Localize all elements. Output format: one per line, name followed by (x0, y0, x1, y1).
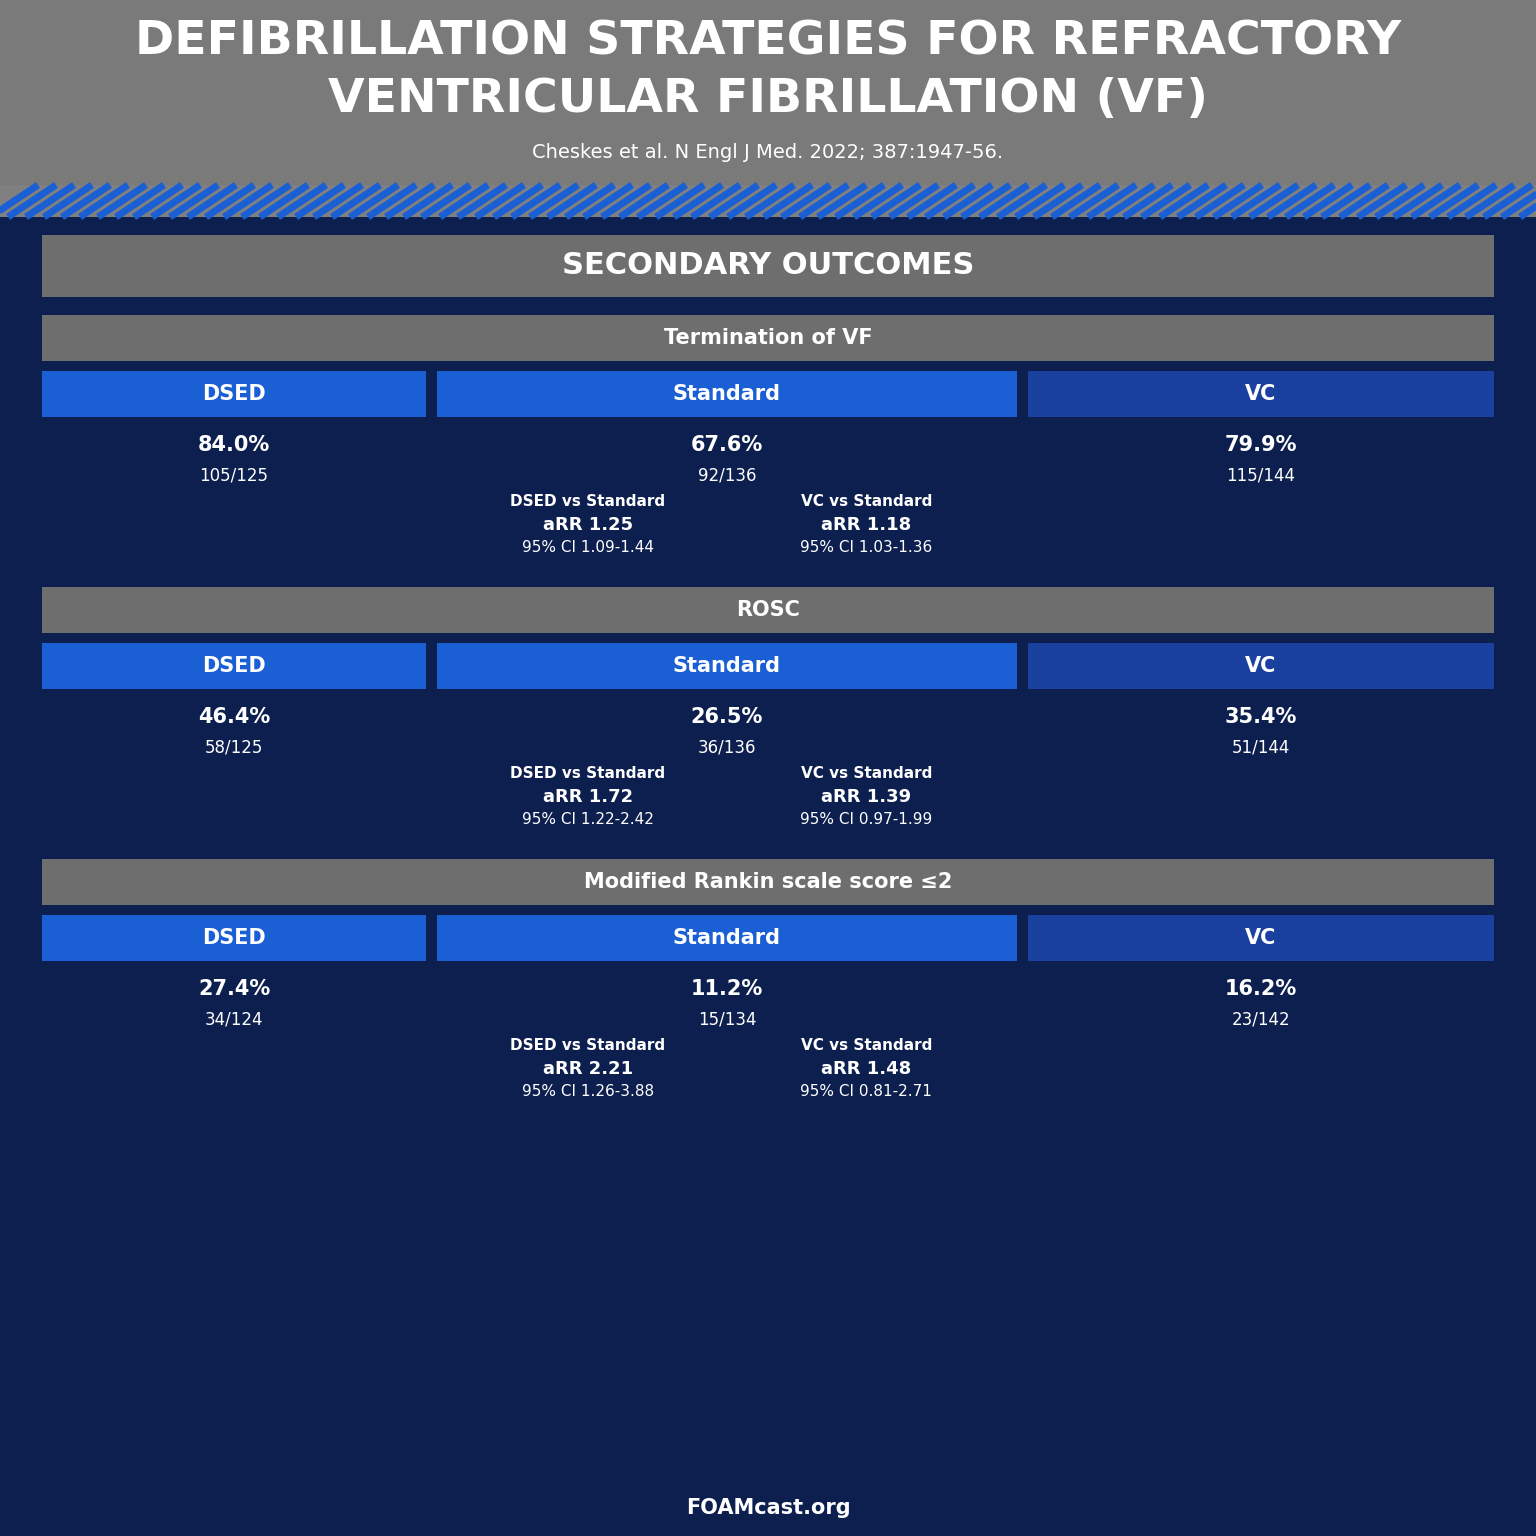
Text: 23/142: 23/142 (1232, 1011, 1290, 1028)
Text: SECONDARY OUTCOMES: SECONDARY OUTCOMES (562, 252, 974, 281)
Text: 27.4%: 27.4% (198, 978, 270, 998)
Text: 67.6%: 67.6% (691, 435, 763, 455)
Bar (1028, 915, 1495, 962)
Text: VC vs Standard: VC vs Standard (800, 493, 932, 508)
Text: 95% CI 0.97-1.99: 95% CI 0.97-1.99 (800, 811, 932, 826)
Text: DSED: DSED (203, 656, 266, 676)
Text: DSED vs Standard: DSED vs Standard (510, 765, 665, 780)
Bar (41, 644, 425, 690)
Bar (438, 915, 1017, 962)
Text: 58/125: 58/125 (204, 737, 263, 756)
Text: 105/125: 105/125 (200, 465, 269, 484)
Text: VENTRICULAR FIBRILLATION (VF): VENTRICULAR FIBRILLATION (VF) (329, 77, 1207, 123)
Text: Modified Rankin scale score ≤2: Modified Rankin scale score ≤2 (584, 872, 952, 892)
Text: DSED: DSED (203, 384, 266, 404)
Text: aRR 1.72: aRR 1.72 (542, 788, 633, 806)
Text: Standard: Standard (673, 656, 780, 676)
Text: Standard: Standard (673, 928, 780, 948)
Bar (0, 0, 1536, 184)
Text: VC: VC (1246, 384, 1276, 404)
Text: Termination of VF: Termination of VF (664, 329, 872, 349)
Text: 95% CI 1.09-1.44: 95% CI 1.09-1.44 (522, 539, 654, 554)
Text: DSED vs Standard: DSED vs Standard (510, 493, 665, 508)
Text: aRR 2.21: aRR 2.21 (542, 1060, 633, 1078)
Text: Cheskes et al. N Engl J Med. 2022; 387:1947-56.: Cheskes et al. N Engl J Med. 2022; 387:1… (533, 143, 1003, 161)
Text: FOAMcast.org: FOAMcast.org (685, 1498, 851, 1518)
Text: 26.5%: 26.5% (691, 707, 763, 727)
Text: aRR 1.25: aRR 1.25 (542, 516, 633, 535)
Text: 95% CI 1.03-1.36: 95% CI 1.03-1.36 (800, 539, 932, 554)
Text: 84.0%: 84.0% (198, 435, 270, 455)
Bar (0, 184, 1536, 217)
Bar (41, 915, 425, 962)
Text: 16.2%: 16.2% (1224, 978, 1296, 998)
Text: ROSC: ROSC (736, 601, 800, 621)
Text: 46.4%: 46.4% (198, 707, 270, 727)
Bar (1028, 372, 1495, 416)
Text: 36/136: 36/136 (697, 737, 756, 756)
Bar (41, 315, 1495, 361)
Text: 35.4%: 35.4% (1224, 707, 1298, 727)
Text: 92/136: 92/136 (697, 465, 756, 484)
Text: 95% CI 1.26-3.88: 95% CI 1.26-3.88 (522, 1083, 654, 1098)
Text: VC: VC (1246, 656, 1276, 676)
Text: DSED vs Standard: DSED vs Standard (510, 1037, 665, 1052)
Bar (438, 372, 1017, 416)
Text: 51/144: 51/144 (1232, 737, 1290, 756)
Text: aRR 1.18: aRR 1.18 (822, 516, 911, 535)
Bar (41, 859, 1495, 905)
Text: aRR 1.48: aRR 1.48 (822, 1060, 911, 1078)
Text: 79.9%: 79.9% (1224, 435, 1298, 455)
Bar (1028, 644, 1495, 690)
Text: 95% CI 1.22-2.42: 95% CI 1.22-2.42 (522, 811, 654, 826)
Text: 11.2%: 11.2% (691, 978, 763, 998)
Text: 34/124: 34/124 (204, 1011, 263, 1028)
Text: DEFIBRILLATION STRATEGIES FOR REFRACTORY: DEFIBRILLATION STRATEGIES FOR REFRACTORY (135, 20, 1401, 65)
Text: DSED: DSED (203, 928, 266, 948)
Text: Standard: Standard (673, 384, 780, 404)
Text: aRR 1.39: aRR 1.39 (822, 788, 911, 806)
Text: 15/134: 15/134 (697, 1011, 756, 1028)
Text: VC vs Standard: VC vs Standard (800, 1037, 932, 1052)
Text: 95% CI 0.81-2.71: 95% CI 0.81-2.71 (800, 1083, 932, 1098)
Text: 115/144: 115/144 (1227, 465, 1295, 484)
Bar (41, 235, 1495, 296)
Text: VC vs Standard: VC vs Standard (800, 765, 932, 780)
Text: VC: VC (1246, 928, 1276, 948)
Bar (41, 587, 1495, 633)
Bar (41, 372, 425, 416)
Bar (438, 644, 1017, 690)
